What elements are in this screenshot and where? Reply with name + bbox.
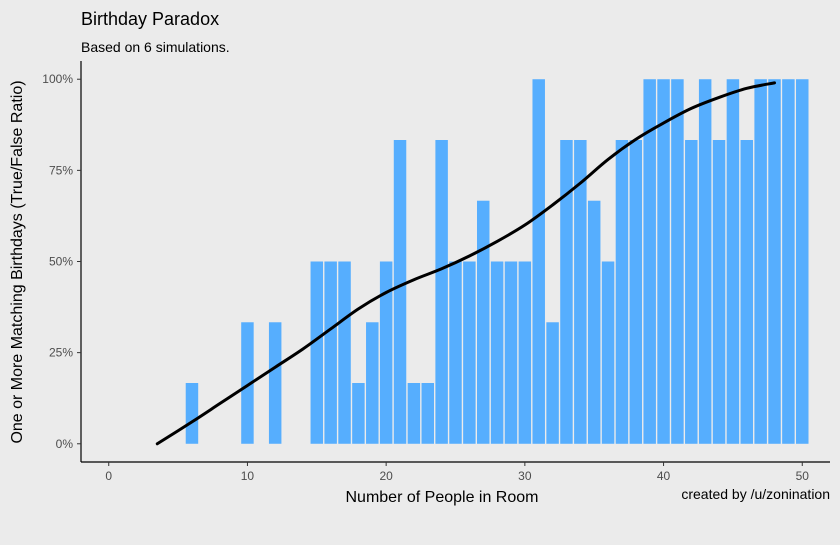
bars-layer <box>185 79 809 444</box>
bar <box>449 261 462 444</box>
y-tick-label: 25% <box>49 346 73 360</box>
bar <box>352 383 365 444</box>
bar <box>726 79 740 444</box>
bar <box>643 79 656 444</box>
bar <box>657 79 670 444</box>
bar <box>629 140 643 444</box>
bar <box>601 261 615 444</box>
x-tick-label: 30 <box>518 469 532 483</box>
bar <box>241 322 254 444</box>
bar <box>712 140 726 444</box>
x-tick-label: 10 <box>241 469 255 483</box>
x-axis-label: Number of People in Room <box>346 489 539 506</box>
bar <box>546 322 559 444</box>
bar <box>366 322 379 444</box>
bar <box>740 140 754 444</box>
smooth-line-layer <box>155 81 777 446</box>
bar <box>698 79 712 444</box>
bar <box>685 140 698 444</box>
y-tick-label: 75% <box>49 163 73 177</box>
bar <box>560 140 573 444</box>
y-tick-label: 100% <box>42 72 73 86</box>
x-tick-label: 40 <box>657 469 671 483</box>
bar <box>587 200 601 444</box>
x-ticks-layer: 0 10 20 30 40 50 <box>105 462 809 483</box>
chart-title: Birthday Paradox <box>81 9 219 29</box>
bar <box>463 261 476 444</box>
bar <box>338 261 351 444</box>
bar <box>768 79 781 444</box>
bar <box>477 200 490 444</box>
bar <box>504 261 518 444</box>
bar <box>310 261 324 444</box>
bar <box>574 140 587 444</box>
bar <box>796 79 809 444</box>
bar <box>615 140 629 444</box>
bar <box>782 79 795 444</box>
y-tick-label: 50% <box>49 255 73 269</box>
bar <box>490 261 504 444</box>
bar <box>435 140 448 444</box>
bar <box>754 79 767 444</box>
x-tick-label: 50 <box>796 469 810 483</box>
chart-subtitle: Based on 6 simulations. <box>81 39 230 55</box>
bar <box>185 383 199 444</box>
bar <box>393 140 407 444</box>
x-tick-label: 0 <box>105 469 112 483</box>
x-tick-label: 20 <box>379 469 393 483</box>
y-axis-label: One or More Matching Birthdays (True/Fal… <box>9 80 26 443</box>
bar <box>532 79 545 444</box>
bar <box>407 383 421 444</box>
bar <box>421 383 434 444</box>
y-ticks-layer: 0% 25% 50% 75% 100% <box>42 72 81 451</box>
y-tick-label: 0% <box>56 437 74 451</box>
bar <box>671 79 684 444</box>
bar <box>379 261 393 444</box>
chart-caption: created by /u/zonination <box>681 486 830 502</box>
bar <box>324 261 337 444</box>
bar <box>518 261 532 444</box>
bar <box>268 322 282 444</box>
smooth-trend-line <box>155 81 777 446</box>
